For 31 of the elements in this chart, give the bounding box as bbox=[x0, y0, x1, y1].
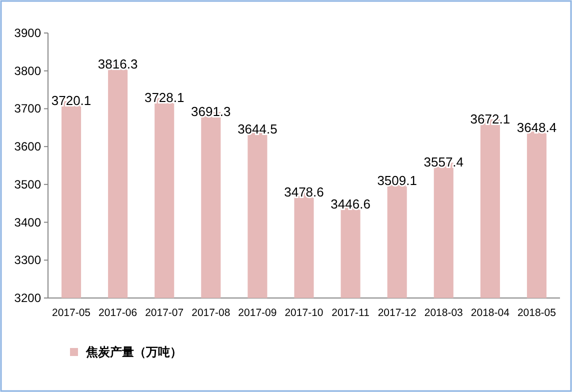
x-tick-label: 2017-10 bbox=[284, 307, 324, 319]
y-tick-label: 3900 bbox=[14, 26, 42, 40]
y-tick-label: 3400 bbox=[14, 215, 42, 230]
y-tick-label: 3800 bbox=[14, 64, 42, 78]
data-label: 3720.1 bbox=[51, 93, 92, 108]
y-tick-label: 3300 bbox=[14, 253, 42, 268]
y-tick-label: 3700 bbox=[14, 102, 42, 116]
y-tick-label: 3500 bbox=[14, 177, 42, 192]
data-label: 3446.6 bbox=[330, 196, 370, 212]
x-tick-label: 2017-09 bbox=[238, 307, 277, 319]
x-tick-label: 2018-05 bbox=[517, 307, 556, 319]
x-tick-label: 2017-08 bbox=[192, 307, 230, 319]
data-label: 3816.3 bbox=[98, 56, 138, 72]
legend: 焦炭产量（万吨） bbox=[70, 345, 182, 359]
data-label: 3648.4 bbox=[516, 120, 557, 136]
data-label: 3644.5 bbox=[238, 122, 278, 137]
x-tick-label: 2017-11 bbox=[332, 307, 370, 319]
x-tick-label: 2018-03 bbox=[424, 307, 464, 319]
x-tick-label: 2018-04 bbox=[470, 307, 510, 319]
x-tick-label: 2017-12 bbox=[378, 307, 417, 319]
x-tick-label: 2017-05 bbox=[52, 307, 91, 319]
data-label: 3557.4 bbox=[424, 154, 464, 170]
data-label: 3509.1 bbox=[377, 172, 417, 188]
data-label: 3672.1 bbox=[470, 111, 510, 126]
x-tick-label: 2017-07 bbox=[145, 307, 184, 319]
y-tick-label: 3600 bbox=[14, 140, 42, 154]
data-label: 3728.1 bbox=[144, 90, 184, 106]
data-label: 3691.3 bbox=[191, 104, 231, 120]
data-label: 3478.6 bbox=[284, 184, 324, 200]
x-tick-label: 2017-06 bbox=[98, 307, 138, 319]
y-tick-label: 3200 bbox=[14, 291, 42, 305]
